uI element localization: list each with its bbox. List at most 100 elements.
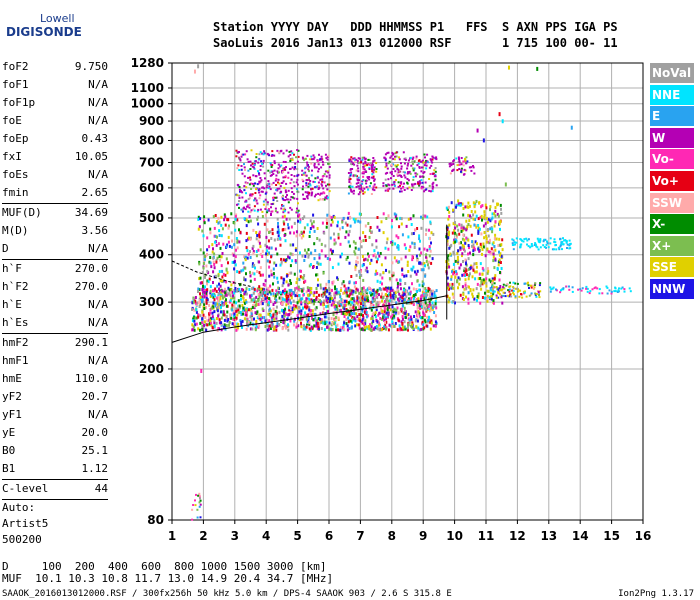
echo-point xyxy=(300,315,302,319)
echo-point xyxy=(432,289,435,293)
echo-point xyxy=(203,303,206,307)
echo-point xyxy=(394,155,396,158)
echo-point xyxy=(308,177,310,180)
echo-point xyxy=(409,298,412,302)
legend: NoVal NNE E W Vo- Vo+ SSW X- X+ SSE NNW xyxy=(650,63,694,301)
echo-point xyxy=(360,292,362,296)
echo-point xyxy=(454,259,457,263)
param-name: yF1 xyxy=(2,408,22,421)
echo-point xyxy=(261,255,264,258)
echo-point xyxy=(455,233,458,237)
echo-point xyxy=(389,324,392,328)
echo-point xyxy=(295,306,298,310)
x-tick-label: 12 xyxy=(509,529,526,543)
echo-point xyxy=(358,317,361,321)
echo-point xyxy=(267,327,270,331)
echo-point xyxy=(322,321,325,325)
echo-point xyxy=(288,256,291,260)
echo-point xyxy=(406,313,409,317)
echo-point xyxy=(457,286,459,290)
echo-point xyxy=(464,241,467,245)
echo-point xyxy=(470,166,473,169)
echo-point xyxy=(456,164,459,167)
echo-point xyxy=(283,222,286,226)
echo-point xyxy=(460,223,463,227)
echo-point xyxy=(367,158,370,161)
echo-point xyxy=(370,162,372,164)
echo-point xyxy=(460,163,463,166)
echo-point xyxy=(237,287,239,291)
echo-point xyxy=(228,224,230,228)
echo-point xyxy=(455,203,458,207)
echo-point xyxy=(434,314,437,318)
echo-point xyxy=(529,284,532,287)
echo-point xyxy=(302,185,304,188)
echo-point xyxy=(351,168,354,170)
echo-point xyxy=(245,182,248,185)
echo-point xyxy=(464,267,467,271)
echo-point xyxy=(395,259,398,263)
echo-point xyxy=(220,215,223,219)
echo-point xyxy=(417,328,420,332)
echo-point xyxy=(325,184,327,187)
echo-point xyxy=(320,242,323,246)
echo-point xyxy=(545,246,547,249)
x-tick-label: 8 xyxy=(388,529,396,543)
echo-point xyxy=(277,163,280,166)
echo-point xyxy=(486,271,489,275)
echo-point xyxy=(489,286,492,290)
echo-point xyxy=(397,236,400,240)
echo-point xyxy=(469,266,472,270)
echo-point xyxy=(357,185,360,188)
echo-point xyxy=(261,290,264,294)
echo-point xyxy=(354,268,357,272)
echo-point xyxy=(310,174,313,177)
echo-point xyxy=(549,242,552,245)
param-value: 0.43 xyxy=(81,132,109,145)
echo-point xyxy=(398,158,401,161)
echo-point xyxy=(277,178,280,181)
echo-point xyxy=(367,188,369,191)
echo-point xyxy=(376,225,379,229)
echo-point xyxy=(313,299,316,303)
echo-point xyxy=(245,192,247,195)
echo-point xyxy=(479,242,482,246)
echo-point xyxy=(335,288,338,291)
echo-point xyxy=(391,243,394,247)
echo-point xyxy=(480,214,483,218)
echo-point xyxy=(494,248,497,252)
echo-point xyxy=(283,298,286,302)
echo-point xyxy=(221,289,224,293)
echo-point xyxy=(348,229,351,233)
echo-point xyxy=(481,204,484,208)
echo-point xyxy=(339,227,341,231)
echo-point xyxy=(348,301,350,305)
echo-point xyxy=(450,277,453,281)
echo-point xyxy=(259,252,262,256)
echo-point xyxy=(474,240,477,244)
echo-point xyxy=(271,150,274,153)
echo-point xyxy=(448,265,451,269)
echo-point xyxy=(434,300,437,304)
echo-point xyxy=(430,304,432,308)
echo-point xyxy=(203,307,206,310)
echo-point xyxy=(362,172,365,175)
echo-point xyxy=(367,299,369,302)
echo-point xyxy=(562,237,564,240)
echo-point xyxy=(360,274,363,277)
echo-point xyxy=(272,327,275,331)
echo-point xyxy=(279,150,282,153)
echo-point xyxy=(310,188,313,191)
echo-point xyxy=(400,190,403,193)
echo-point xyxy=(585,287,588,290)
echo-point xyxy=(499,252,502,256)
echo-point xyxy=(258,173,261,176)
echo-point xyxy=(385,217,388,220)
echo-point xyxy=(370,176,373,179)
echo-point xyxy=(464,274,466,277)
echo-point xyxy=(367,254,370,258)
echo-point xyxy=(362,175,365,178)
echo-point xyxy=(203,295,206,299)
echo-point xyxy=(314,312,316,316)
echo-point xyxy=(225,245,228,249)
